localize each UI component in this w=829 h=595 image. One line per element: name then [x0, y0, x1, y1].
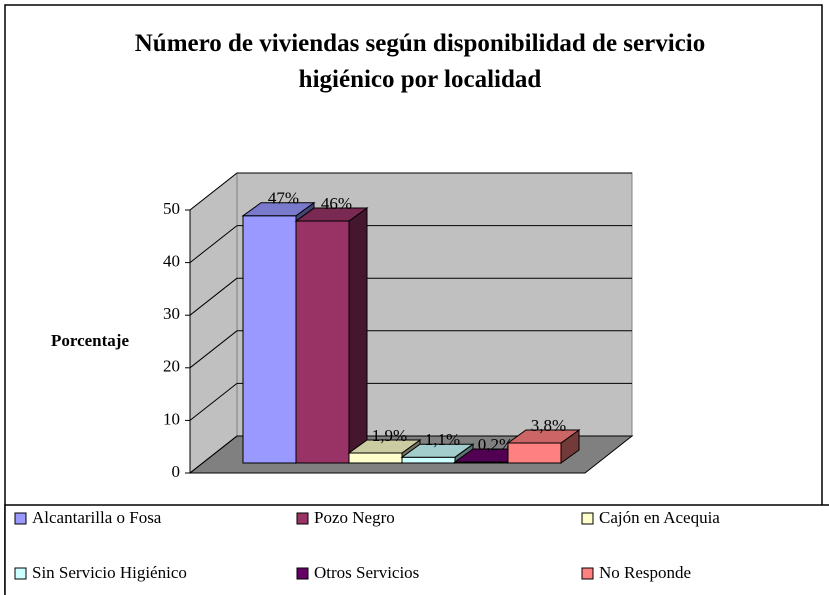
bar-top [294, 207, 369, 222]
data-label: 1,9% [372, 426, 407, 445]
data-label: 46% [321, 194, 352, 213]
y-tick-label: 40 [163, 252, 180, 271]
grid-line [189, 435, 238, 474]
y-tick-label: 20 [163, 357, 180, 376]
bar-front [401, 456, 456, 464]
data-label: 1,1% [425, 430, 460, 449]
legend-swatch [581, 567, 594, 580]
bar-front [348, 452, 403, 464]
grid-line [189, 330, 238, 369]
bar-top [400, 443, 475, 458]
grid-line [189, 277, 238, 316]
bar-top [347, 439, 422, 454]
legend-swatch [296, 512, 309, 525]
legend-label: Pozo Negro [314, 508, 395, 527]
legend-label: Otros Servicios [314, 563, 419, 582]
legend-label: Cajón en Acequia [599, 508, 720, 527]
legend-swatch [581, 512, 594, 525]
y-tick-label: 0 [172, 462, 181, 481]
bar-side [348, 207, 368, 464]
data-label: 3,8% [531, 416, 566, 435]
legend-swatch [14, 567, 27, 580]
legend-label: Alcantarilla o Fosa [32, 508, 162, 527]
grid-line [189, 383, 238, 421]
data-label: 47% [268, 189, 299, 208]
bar-front [295, 220, 350, 464]
y-tick-label: 30 [163, 304, 180, 323]
chart-title: Número de viviendas según disponibilidad… [134, 30, 706, 93]
side-wall [189, 171, 238, 475]
grid-line [189, 225, 238, 263]
y-tick-label: 50 [163, 199, 180, 218]
y-tick-label: 10 [163, 409, 180, 428]
y-axis-label: Porcentaje [51, 331, 129, 350]
data-label: 0,2% [478, 435, 513, 454]
legend-box [4, 504, 829, 595]
bar-front [242, 215, 297, 464]
legend-label: No Responde [599, 563, 691, 582]
legend-label: Sin Servicio Higiénico [32, 563, 187, 582]
bar-top [506, 429, 581, 444]
bar-front [507, 442, 562, 464]
bar-top [241, 202, 316, 217]
legend-swatch [296, 567, 309, 580]
legend-swatch [14, 512, 27, 525]
grid-line [189, 172, 238, 211]
